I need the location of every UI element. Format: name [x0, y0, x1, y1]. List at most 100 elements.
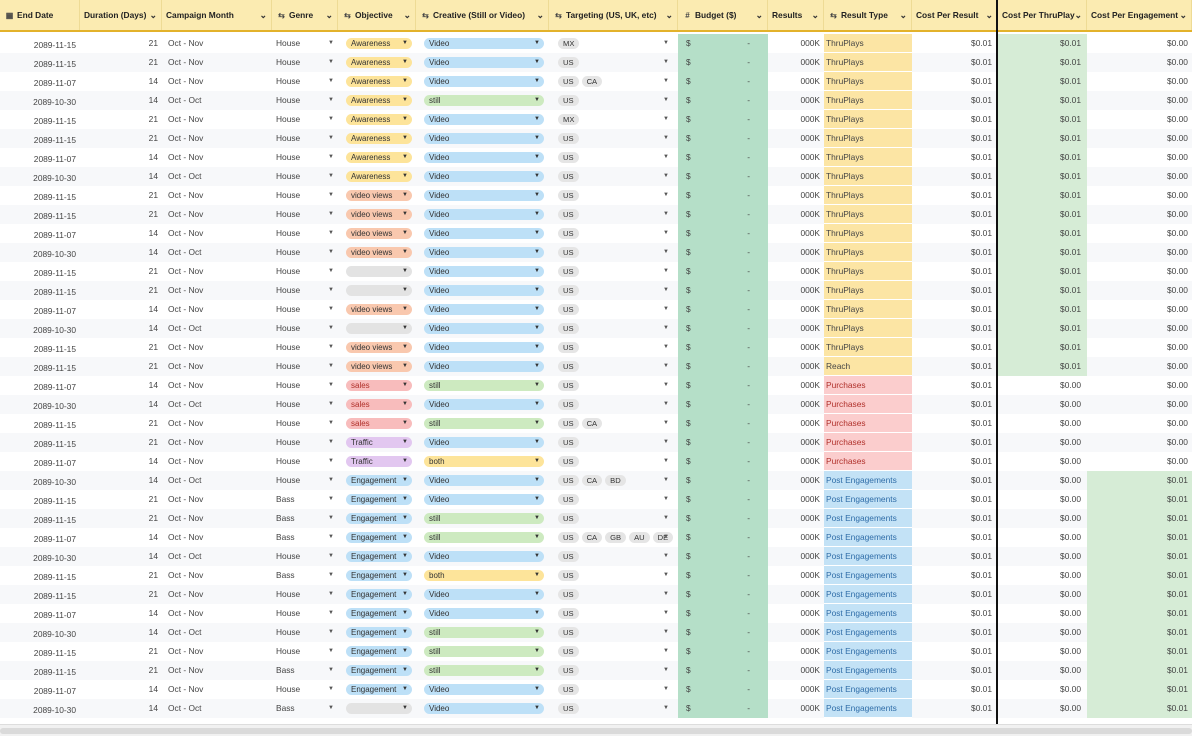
creative-pill[interactable]: Video ▼: [424, 152, 544, 163]
targeting-cell[interactable]: US ▼: [555, 224, 678, 243]
dropdown-arrow-icon[interactable]: ▼: [328, 110, 334, 129]
cost-per-thruplay-cell[interactable]: $0.00: [998, 604, 1087, 623]
creative-pill[interactable]: Video ▼: [424, 589, 544, 600]
dropdown-arrow-icon[interactable]: ▼: [328, 604, 334, 623]
budget-cell[interactable]: $ -: [678, 186, 768, 205]
end-date-cell[interactable]: 2089-10-30: [0, 91, 80, 110]
end-date-cell[interactable]: 2089-11-15: [0, 34, 80, 53]
duration-cell[interactable]: 14: [80, 376, 162, 395]
cost-per-result-cell[interactable]: $0.01: [912, 623, 998, 642]
objective-cell[interactable]: Traffic ▼: [338, 433, 416, 452]
cost-per-thruplay-cell[interactable]: $0.00: [998, 642, 1087, 661]
table-row[interactable]: 2089-11-15 21 Oct - Nov House ▼ Awareness ▼ Vid…: [0, 34, 1192, 53]
cost-per-result-cell[interactable]: $0.01: [912, 395, 998, 414]
creative-cell[interactable]: Video ▼: [416, 224, 549, 243]
result-type-cell[interactable]: ThruPlays: [824, 110, 912, 129]
targeting-cell[interactable]: US CA GB AU DE ▼: [555, 528, 678, 547]
objective-pill[interactable]: Engagement ▼: [346, 551, 412, 562]
result-type-cell[interactable]: ThruPlays: [824, 129, 912, 148]
results-cell[interactable]: 000K: [768, 699, 824, 718]
genre-cell[interactable]: House ▼: [272, 433, 338, 452]
budget-cell[interactable]: $ -: [678, 338, 768, 357]
chevron-down-icon[interactable]: ⌄: [665, 0, 673, 30]
budget-cell[interactable]: $ -: [678, 319, 768, 338]
cost-per-thruplay-cell[interactable]: $0.01: [998, 110, 1087, 129]
result-type-cell[interactable]: Post Engagements: [824, 699, 912, 718]
cost-per-engagement-cell[interactable]: $0.00: [1087, 243, 1192, 262]
objective-cell[interactable]: video views ▼: [338, 186, 416, 205]
budget-cell[interactable]: $ -: [678, 129, 768, 148]
creative-pill[interactable]: Video ▼: [424, 323, 544, 334]
cost-per-engagement-cell[interactable]: $0.00: [1087, 205, 1192, 224]
targeting-cell[interactable]: US ▼: [555, 699, 678, 718]
campaign-month-cell[interactable]: Oct - Nov: [162, 34, 272, 53]
cost-per-engagement-cell[interactable]: $0.00: [1087, 34, 1192, 53]
end-date-cell[interactable]: 2089-11-15: [0, 585, 80, 604]
budget-cell[interactable]: $ -: [678, 452, 768, 471]
scrollbar-thumb[interactable]: [0, 728, 1192, 734]
genre-cell[interactable]: House ▼: [272, 110, 338, 129]
genre-cell[interactable]: House ▼: [272, 604, 338, 623]
results-cell[interactable]: 000K: [768, 338, 824, 357]
cost-per-result-cell[interactable]: $0.01: [912, 414, 998, 433]
targeting-cell[interactable]: US ▼: [555, 319, 678, 338]
cost-per-engagement-cell[interactable]: $0.00: [1087, 300, 1192, 319]
targeting-cell[interactable]: US ▼: [555, 338, 678, 357]
objective-cell[interactable]: Engagement ▼: [338, 604, 416, 623]
objective-pill[interactable]: Engagement ▼: [346, 513, 412, 524]
dropdown-arrow-icon[interactable]: ▼: [663, 395, 669, 414]
dropdown-arrow-icon[interactable]: ▼: [663, 281, 669, 300]
result-type-cell[interactable]: ThruPlays: [824, 34, 912, 53]
dropdown-arrow-icon[interactable]: ▼: [328, 281, 334, 300]
creative-cell[interactable]: Video ▼: [416, 167, 549, 186]
targeting-cell[interactable]: US ▼: [555, 129, 678, 148]
end-date-cell[interactable]: 2089-10-30: [0, 623, 80, 642]
objective-cell[interactable]: video views ▼: [338, 300, 416, 319]
cost-per-thruplay-cell[interactable]: $0.01: [998, 281, 1087, 300]
budget-cell[interactable]: $ -: [678, 224, 768, 243]
cost-per-engagement-cell[interactable]: $0.00: [1087, 357, 1192, 376]
cost-per-thruplay-cell[interactable]: $0.00: [998, 623, 1087, 642]
cost-per-thruplay-cell[interactable]: $0.00: [998, 490, 1087, 509]
end-date-cell[interactable]: 2089-10-30: [0, 319, 80, 338]
creative-cell[interactable]: still ▼: [416, 509, 549, 528]
objective-pill[interactable]: Engagement ▼: [346, 532, 412, 543]
dropdown-arrow-icon[interactable]: ▼: [328, 53, 334, 72]
objective-pill[interactable]: Traffic ▼: [346, 437, 412, 448]
budget-cell[interactable]: $ -: [678, 167, 768, 186]
cost-per-result-cell[interactable]: $0.01: [912, 376, 998, 395]
header-creative[interactable]: ⇆ Creative (Still or Video) ⌄: [416, 0, 549, 30]
objective-pill[interactable]: Awareness ▼: [346, 38, 412, 49]
campaign-month-cell[interactable]: Oct - Oct: [162, 623, 272, 642]
cost-per-engagement-cell[interactable]: $0.00: [1087, 414, 1192, 433]
objective-pill[interactable]: Awareness ▼: [346, 76, 412, 87]
cost-per-engagement-cell[interactable]: $0.01: [1087, 604, 1192, 623]
cost-per-thruplay-cell[interactable]: $0.01: [998, 300, 1087, 319]
genre-cell[interactable]: House ▼: [272, 623, 338, 642]
dropdown-arrow-icon[interactable]: ▼: [663, 509, 669, 528]
creative-cell[interactable]: still ▼: [416, 623, 549, 642]
cost-per-thruplay-cell[interactable]: $0.01: [998, 357, 1087, 376]
table-row[interactable]: 2089-10-30 14 Oct - Oct House ▼ Awareness ▼ Vid…: [0, 167, 1192, 186]
targeting-cell[interactable]: US ▼: [555, 91, 678, 110]
end-date-cell[interactable]: 2089-11-15: [0, 262, 80, 281]
result-type-cell[interactable]: Post Engagements: [824, 509, 912, 528]
genre-cell[interactable]: House ▼: [272, 167, 338, 186]
dropdown-arrow-icon[interactable]: ▼: [663, 490, 669, 509]
cost-per-engagement-cell[interactable]: $0.01: [1087, 471, 1192, 490]
campaign-month-cell[interactable]: Oct - Oct: [162, 319, 272, 338]
creative-cell[interactable]: Video ▼: [416, 319, 549, 338]
cost-per-result-cell[interactable]: $0.01: [912, 129, 998, 148]
cost-per-result-cell[interactable]: $0.01: [912, 224, 998, 243]
duration-cell[interactable]: 14: [80, 167, 162, 186]
header-campaign-month[interactable]: Campaign Month ⌄: [162, 0, 272, 30]
header-cost-per-result[interactable]: Cost Per Result ⌄: [912, 0, 998, 30]
dropdown-arrow-icon[interactable]: ▼: [663, 224, 669, 243]
objective-cell[interactable]: Engagement ▼: [338, 680, 416, 699]
results-cell[interactable]: 000K: [768, 281, 824, 300]
budget-cell[interactable]: $ -: [678, 661, 768, 680]
end-date-cell[interactable]: 2089-11-15: [0, 186, 80, 205]
cost-per-result-cell[interactable]: $0.01: [912, 433, 998, 452]
genre-cell[interactable]: House ▼: [272, 205, 338, 224]
creative-pill[interactable]: still ▼: [424, 627, 544, 638]
